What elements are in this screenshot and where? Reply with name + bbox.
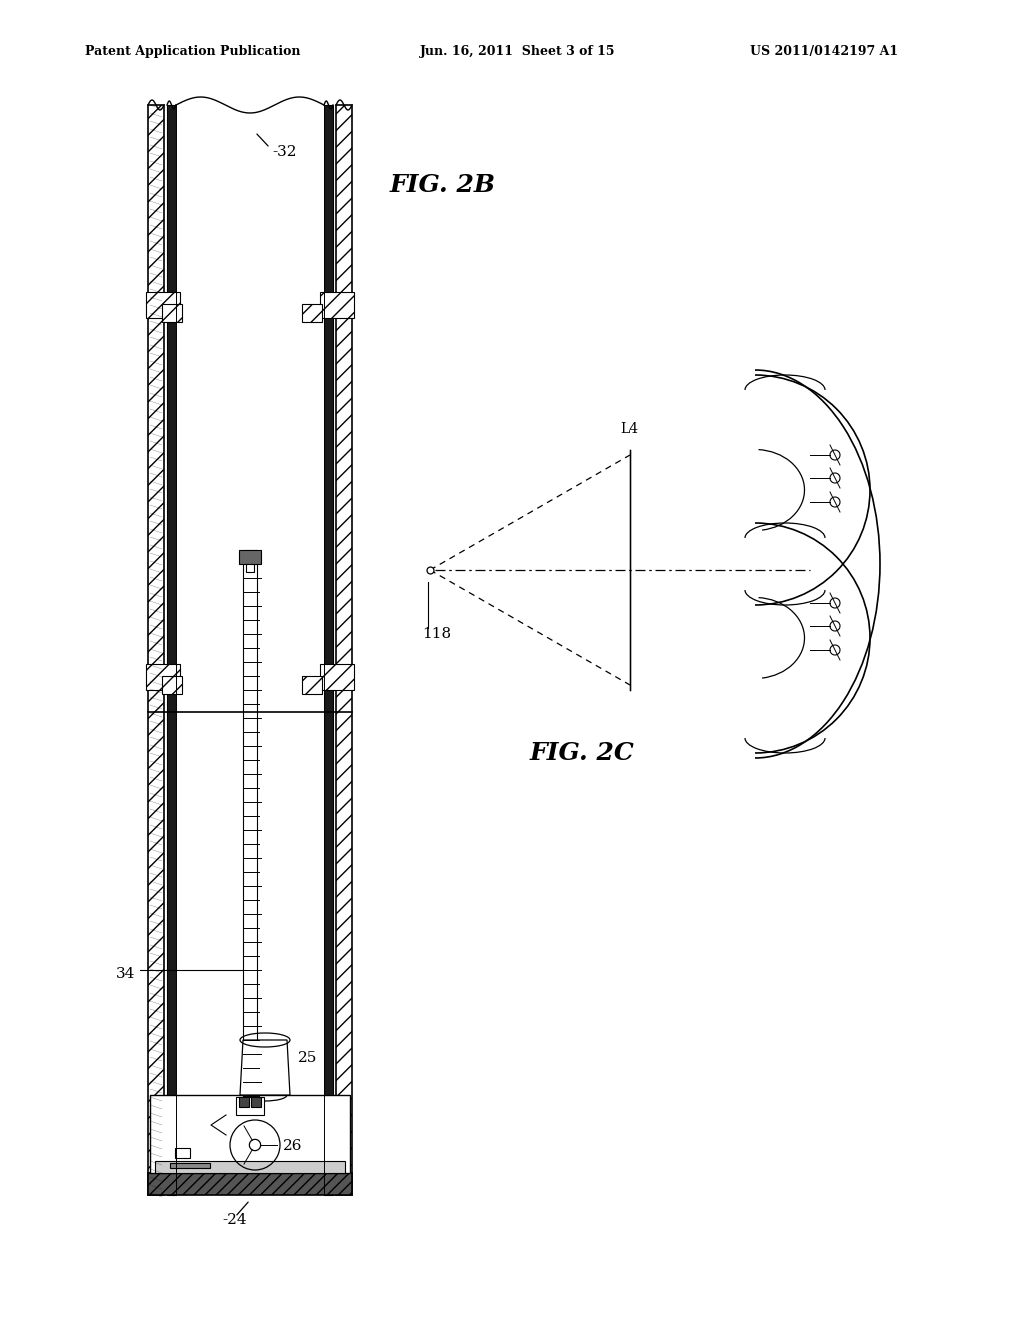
- Text: L4: L4: [620, 422, 638, 436]
- Bar: [239, 550, 261, 564]
- Bar: [170, 1163, 210, 1168]
- Polygon shape: [240, 1040, 290, 1096]
- Text: FIG. 2B: FIG. 2B: [390, 173, 496, 197]
- Bar: [150, 1096, 350, 1173]
- Text: -32: -32: [272, 145, 297, 158]
- Bar: [324, 106, 333, 1195]
- Bar: [251, 1097, 261, 1107]
- Bar: [319, 664, 354, 690]
- Bar: [176, 106, 324, 1195]
- Bar: [336, 106, 352, 1195]
- Bar: [243, 550, 257, 1110]
- Bar: [162, 676, 182, 694]
- Bar: [246, 564, 254, 572]
- Bar: [162, 304, 182, 322]
- Bar: [302, 304, 322, 322]
- Bar: [319, 292, 354, 318]
- Text: -24: -24: [222, 1213, 247, 1228]
- Text: 118: 118: [422, 627, 452, 642]
- Text: 25: 25: [298, 1051, 317, 1065]
- Bar: [167, 106, 176, 1195]
- Bar: [239, 1097, 249, 1107]
- Bar: [236, 1097, 264, 1115]
- Bar: [302, 676, 322, 694]
- Bar: [155, 1162, 345, 1173]
- Text: 34: 34: [116, 968, 135, 981]
- Bar: [148, 1173, 352, 1195]
- Text: FIG. 2C: FIG. 2C: [530, 741, 635, 766]
- Bar: [146, 664, 180, 690]
- Bar: [146, 292, 180, 318]
- Text: 26: 26: [283, 1139, 302, 1152]
- Bar: [148, 106, 164, 1195]
- Text: US 2011/0142197 A1: US 2011/0142197 A1: [750, 45, 898, 58]
- Text: Jun. 16, 2011  Sheet 3 of 15: Jun. 16, 2011 Sheet 3 of 15: [420, 45, 615, 58]
- Text: Patent Application Publication: Patent Application Publication: [85, 45, 300, 58]
- Bar: [175, 1148, 190, 1158]
